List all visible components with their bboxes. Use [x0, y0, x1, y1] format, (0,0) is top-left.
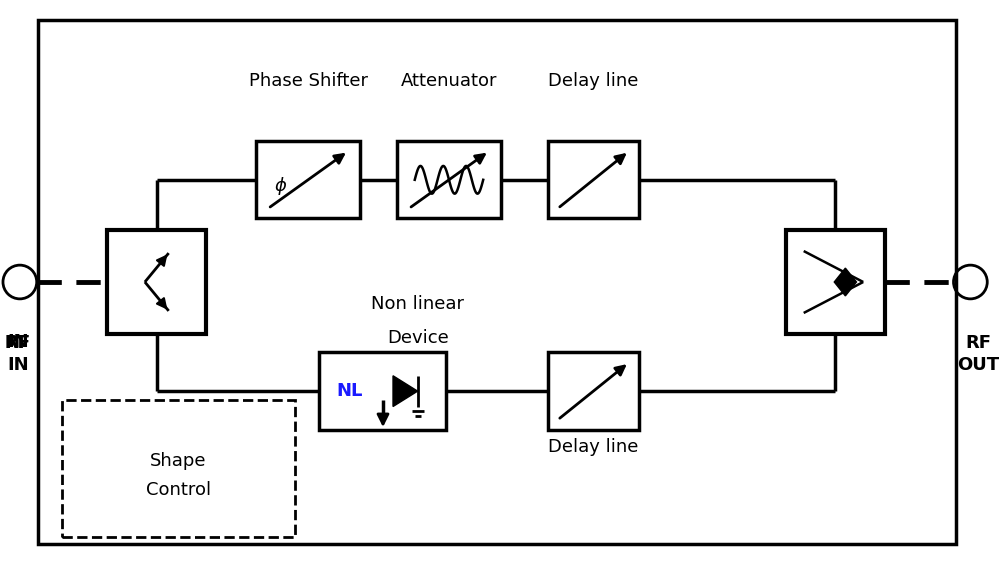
Text: Non linear: Non linear [371, 295, 464, 313]
Bar [548, 141, 639, 218]
Text: Attenuator: Attenuator [401, 72, 497, 90]
Bar [256, 141, 360, 218]
Text: Control: Control [146, 481, 211, 499]
Polygon shape [834, 268, 856, 296]
Text: IN: IN [7, 333, 29, 351]
Bar [397, 141, 501, 218]
Text: RF
IN: RF IN [5, 333, 31, 374]
Bar [62, 400, 295, 537]
Text: NL: NL [336, 382, 362, 400]
Text: Delay line: Delay line [548, 438, 639, 456]
Text: Shape: Shape [150, 452, 206, 470]
Bar [319, 352, 446, 430]
Text: Phase Shifter: Phase Shifter [249, 72, 368, 90]
Bar [786, 231, 885, 333]
Text: RF: RF [5, 333, 31, 351]
Text: $\phi$: $\phi$ [274, 175, 287, 197]
Polygon shape [393, 376, 418, 407]
Bar [107, 231, 206, 333]
Text: RF
OUT: RF OUT [957, 333, 999, 374]
Text: Delay line: Delay line [548, 72, 639, 90]
Bar [548, 352, 639, 430]
Text: Device: Device [387, 329, 449, 347]
